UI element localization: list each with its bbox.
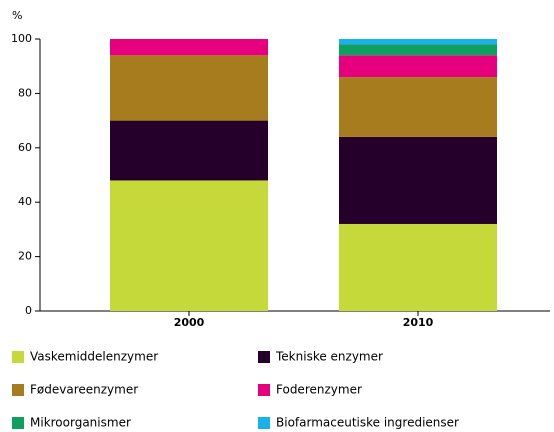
y-unit-label: % [12, 9, 22, 22]
bar-segment [339, 136, 497, 224]
y-tick-label: 20 [18, 250, 32, 263]
legend-label: Biofarmaceutiske ingredienser [276, 416, 459, 430]
legend-label: Tekniske enzymer [275, 350, 383, 364]
y-tick-label: 100 [11, 32, 32, 45]
legend-swatch [12, 417, 24, 429]
legend-swatch [12, 351, 24, 363]
bar-segment [339, 55, 497, 78]
bar-segment [339, 77, 497, 137]
legend-label: Mikroorganismer [30, 416, 131, 430]
x-tick-label: 2000 [174, 316, 205, 329]
legend-swatch [258, 417, 270, 429]
bar-segment [110, 39, 268, 56]
legend-swatch [258, 351, 270, 363]
bar-segment [339, 39, 497, 45]
y-tick-label: 40 [18, 195, 32, 208]
bar-segment [110, 180, 268, 311]
y-tick-label: 80 [18, 86, 32, 99]
y-tick-label: 0 [25, 304, 32, 317]
x-tick-label: 2010 [403, 316, 434, 329]
legend-label: Fødevareenzymer [30, 383, 138, 397]
y-tick-label: 60 [18, 141, 32, 154]
bar-segment [110, 120, 268, 181]
legend-swatch [258, 384, 270, 396]
legend-swatch [12, 384, 24, 396]
legend-label: Vaskemiddelenzymer [30, 350, 158, 364]
bar-segment [339, 223, 497, 311]
bar-segment [110, 55, 268, 121]
legend-label: Foderenzymer [276, 383, 362, 397]
bar-segment [339, 44, 497, 56]
